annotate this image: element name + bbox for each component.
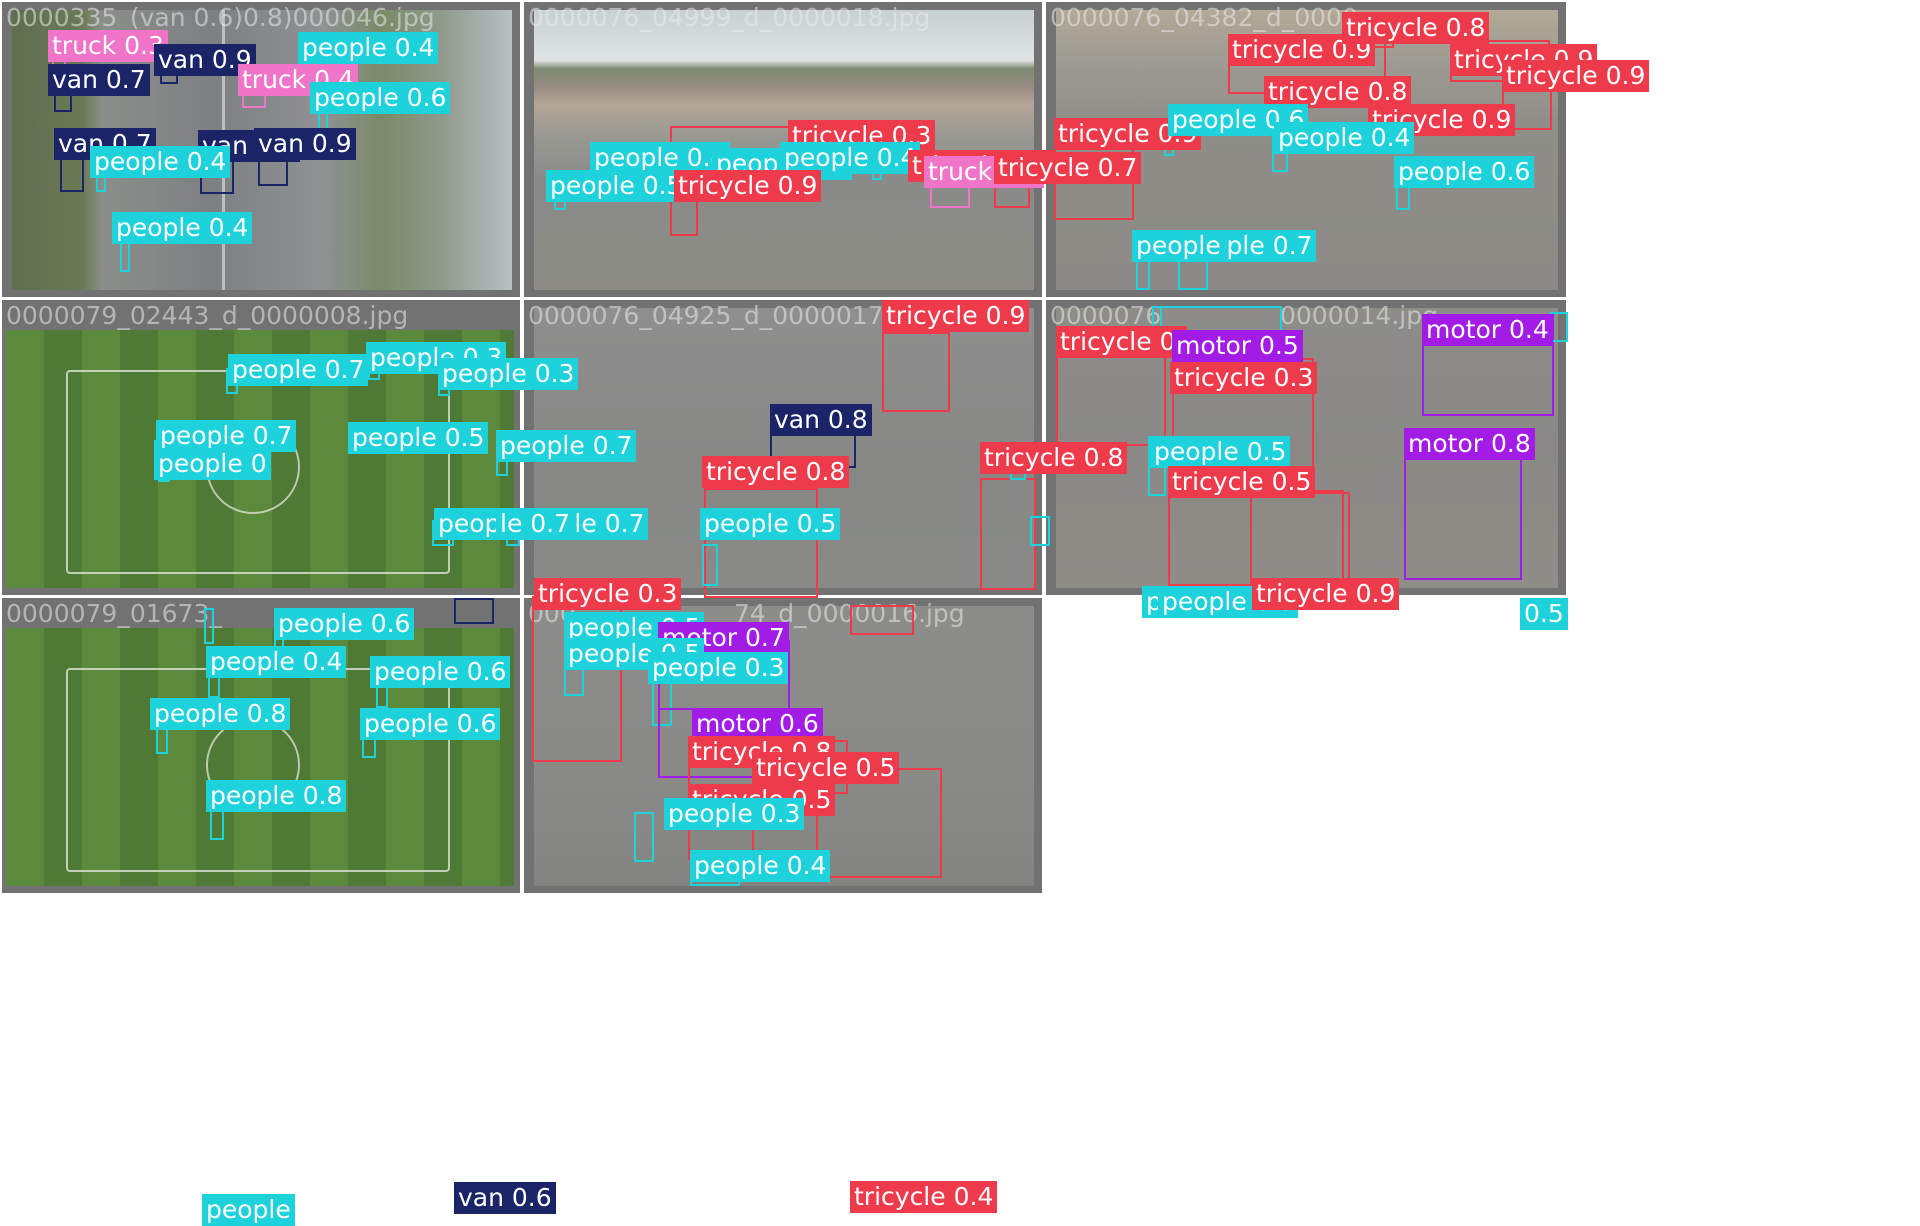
detection-box-motor	[1404, 452, 1522, 580]
image-filename-tail: 0000014.jpg	[1280, 301, 1438, 330]
detection-box-people	[156, 726, 168, 754]
detection-label-van: van 0.7	[48, 64, 150, 96]
detection-label-tricycle: tricycle 0.8	[1264, 76, 1412, 108]
image-filename: 0000079_01673_	[6, 599, 222, 628]
image-tile: 0000076_04925_d_0000017.jpg	[524, 300, 1042, 595]
detection-label-motor: motor 0.6	[692, 708, 823, 740]
detection-label-people: people 0.6	[360, 708, 501, 740]
image-filename: 0000079_02443_d_0000008.jpg	[6, 301, 409, 330]
detection-label-people: people 0.7	[228, 354, 369, 386]
detection-label-tricycle: tricycle 0.8	[980, 442, 1128, 474]
detection-box-people	[204, 608, 214, 644]
detection-label-people: people 0.8	[206, 780, 347, 812]
detection-box-tricycle	[850, 605, 914, 635]
detection-label-tricycle: tricycle 0.9	[1502, 60, 1650, 92]
detection-box-van	[454, 598, 494, 624]
detection-box-people	[634, 812, 654, 862]
detection-box-people	[210, 808, 224, 840]
detection-box-tricycle	[704, 488, 818, 598]
detection-label-van: van 0.9	[254, 128, 356, 160]
image-filename: 0000076_04999_d_0000018.jpg	[528, 3, 931, 32]
detection-label-people: people 0.4	[206, 646, 347, 678]
detection-label-motor: motor 0.4	[1422, 314, 1553, 346]
detection-label-tricycle: tricycle 0.7	[994, 152, 1142, 184]
detection-label-people: people 0.5	[700, 508, 841, 540]
image-filename: 0000076_04382_d_0000	[1050, 3, 1358, 32]
detection-label-people: people 0.5	[348, 422, 489, 454]
detection-label-motor: motor 0.5	[1172, 330, 1303, 362]
detection-label-people: people 0.8	[150, 698, 291, 730]
detection-label-tricycle: tricycle 0.	[1056, 326, 1188, 358]
detection-label-people: people 0.4	[1274, 122, 1415, 154]
detection-label-people: people 0.3	[664, 798, 805, 830]
detection-label-people: people 0.4	[90, 146, 231, 178]
image-filename: 0000076_04925_d_0000017.jpg	[528, 301, 931, 330]
detection-label-tricycle: tricycle 0.9	[882, 300, 1030, 332]
detection-box-tricycle	[882, 332, 950, 412]
detection-label-people: people 0.4	[298, 32, 439, 64]
detection-label-people: people 0.3	[648, 652, 789, 684]
detection-label-tricycle: tricycle 0.9	[674, 170, 822, 202]
detection-label-people: people 0.5	[1150, 436, 1291, 468]
detection-label-tricycle: tricycle 0.9	[1368, 104, 1516, 136]
detection-label-tricycle: tricycle 0.4	[850, 1181, 998, 1213]
detection-label-tricycle: tricycle 0.3	[534, 578, 682, 610]
detection-box-tricycle	[670, 196, 698, 236]
detection-label-people: people 0.4	[590, 142, 731, 174]
detection-label-tricycle: tricycle 0.5	[752, 752, 900, 784]
detection-label-tricycle: tricycle 0.8	[1342, 12, 1490, 44]
detection-label-tricycle: tricycle 0.9	[1228, 34, 1376, 66]
detection-label-van: van 0.8	[770, 404, 872, 436]
detection-label-tricycle: tricycle 0.8	[702, 456, 850, 488]
detection-label-van: van 0.6	[454, 1182, 556, 1214]
detection-label-people: people 0	[154, 448, 271, 480]
detection-label-tricycle: tricycle 0.5	[1168, 466, 1316, 498]
detection-box-tricycle	[1250, 492, 1350, 588]
detection-box-people	[702, 544, 718, 586]
detection-box-people	[1030, 516, 1050, 546]
detection-label-people: people 0.4	[780, 142, 921, 174]
detection-label-van: van 0.9	[154, 44, 256, 76]
detection-label-tricycle: tricycle 0.9	[1252, 578, 1400, 610]
image-tile: 0000079_01673_	[2, 598, 520, 893]
detection-label-truck: truck 0.3	[48, 30, 168, 62]
detection-label-tricycle: tricycle 0.3	[1170, 362, 1318, 394]
detection-box-people	[120, 240, 130, 272]
detection-label-people: people 0.6	[310, 82, 451, 114]
detection-label-people: people 0.3	[438, 358, 579, 390]
detection-label-people: people 0.7	[156, 420, 297, 452]
detection-label-people: people	[202, 1194, 295, 1226]
image-filename: 0000335_(van 0.6)0.8)000046.jpg	[6, 3, 435, 32]
detection-label-people: people 0.6	[1394, 156, 1535, 188]
detection-box-tricycle	[980, 478, 1036, 590]
detection-label-people: people 0.7	[496, 430, 637, 462]
detection-label-people: le 0.7	[496, 508, 575, 540]
detection-label-people: people 0.4	[690, 850, 831, 882]
detection-label-people: people 0.6	[370, 656, 511, 688]
detection-label-people: people	[1132, 230, 1225, 262]
detection-label-people: 0.5	[1520, 598, 1568, 630]
detection-label-people: people 0.6	[274, 608, 415, 640]
detection-label-people: people 0.4	[112, 212, 253, 244]
detection-label-motor: motor 0.8	[1404, 428, 1535, 460]
